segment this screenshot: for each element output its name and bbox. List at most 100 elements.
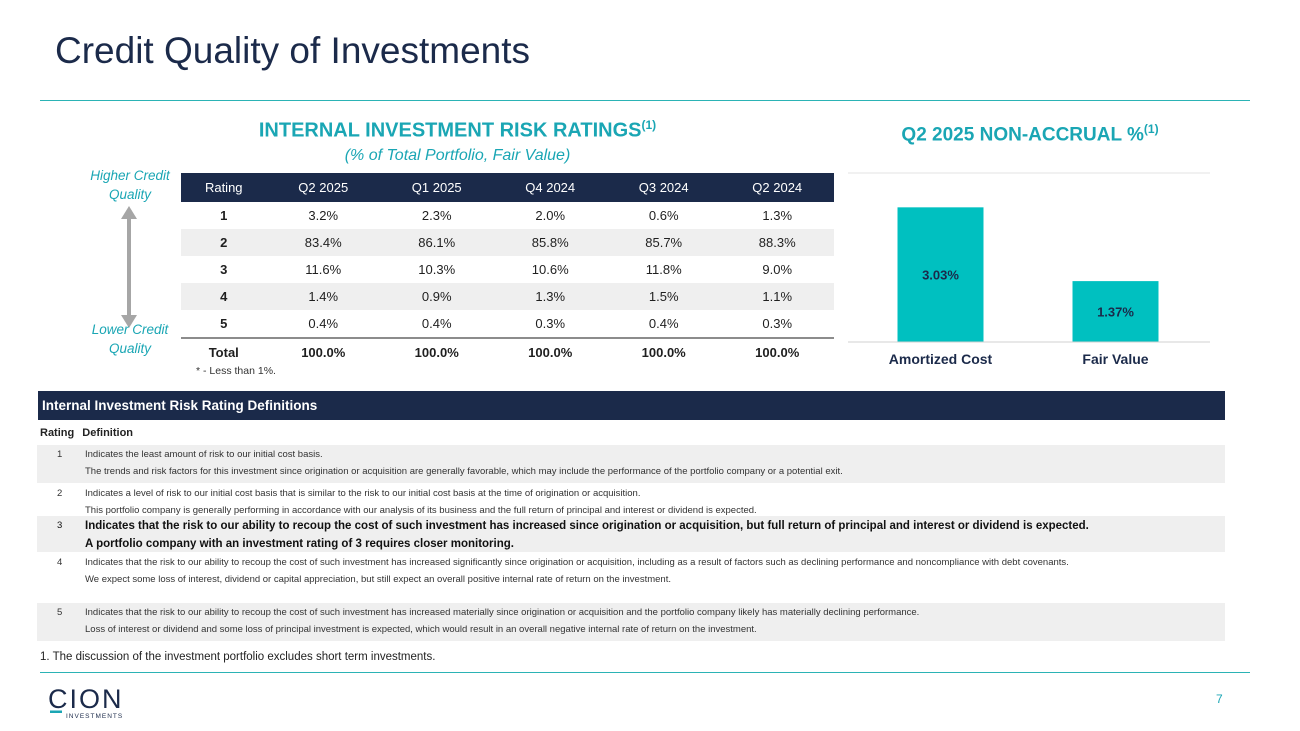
higher-label-line: Quality xyxy=(108,187,152,202)
definition-row: 2 Indicates a level of risk to our initi… xyxy=(37,484,1225,516)
column-header: Q4 2024 xyxy=(493,173,607,202)
definition-line: This portfolio company is generally perf… xyxy=(85,505,757,516)
value-cell: 85.8% xyxy=(493,229,607,256)
risk-ratings-subtitle: (% of Total Portfolio, Fair Value) xyxy=(344,147,571,164)
definition-text: Indicates the least amount of risk to ou… xyxy=(85,446,1219,480)
rating-cell: 2 xyxy=(181,229,267,256)
definition-row: 5 Indicates that the risk to our ability… xyxy=(37,603,1225,641)
definitions-column-headers: Rating Definition xyxy=(40,427,133,439)
definition-text: Indicates that the risk to our ability t… xyxy=(85,554,1219,588)
value-cell: 10.6% xyxy=(531,262,569,277)
definition-text: Indicates that the risk to our ability t… xyxy=(85,517,1219,553)
value-cell: 1.5% xyxy=(606,283,721,310)
table-row: 5 0.4% 0.4% 0.3% 0.4% 0.3% xyxy=(181,310,834,338)
table-header-row: Rating Q2 2025 Q1 2025 Q4 2024 Q3 2024 Q… xyxy=(181,173,834,202)
higher-label-line: Higher Credit xyxy=(90,168,170,183)
table-row: 2 83.4% 86.1% 85.8% 85.7% 88.3% xyxy=(181,229,834,256)
value-cell: 0.4% xyxy=(648,316,679,331)
value-cell: 0.3% xyxy=(535,316,566,331)
cion-logo: CION INVESTMENTS xyxy=(48,686,124,720)
definition-line: Loss of interest or dividend and some lo… xyxy=(85,624,757,635)
definition-row: 1 Indicates the least amount of risk to … xyxy=(37,445,1225,483)
portfolio-footnote: 1. The discussion of the investment port… xyxy=(40,651,436,663)
table-row: 4 1.4% 0.9% 1.3% 1.5% 1.1% xyxy=(181,283,834,310)
lower-credit-quality-label: Lower Credit Quality xyxy=(70,320,190,358)
total-cell: 100.0% xyxy=(379,337,494,365)
column-header: Q3 2024 xyxy=(606,173,721,202)
value-cell: 1.3% xyxy=(762,208,793,223)
risk-ratings-table: Rating Q2 2025 Q1 2025 Q4 2024 Q3 2024 Q… xyxy=(181,173,834,365)
definition-line: Indicates the least amount of risk to ou… xyxy=(85,449,323,460)
risk-ratings-title-sup: (1) xyxy=(641,118,657,132)
value-cell: 11.8% xyxy=(645,262,682,277)
title-divider xyxy=(40,100,1250,101)
non-accrual-title: Q2 2025 NON-ACCRUAL %(1) xyxy=(845,122,1215,146)
total-label: Total xyxy=(181,337,267,365)
non-accrual-title-text: Q2 2025 NON-ACCRUAL % xyxy=(901,124,1144,146)
definition-rating: 3 xyxy=(57,520,63,531)
category-label: Fair Value xyxy=(1082,351,1148,367)
definition-rating: 2 xyxy=(57,488,63,499)
value-cell: 0.3% xyxy=(762,316,793,331)
value-cell: 0.6% xyxy=(648,208,679,223)
risk-ratings-title: INTERNAL INVESTMENT RISK RATINGS(1) xyxy=(180,118,735,143)
definition-row-highlighted: 3 Indicates that the risk to our ability… xyxy=(37,516,1225,552)
definition-line: Indicates a level of risk to our initial… xyxy=(85,488,641,499)
definition-line: The trends and risk factors for this inv… xyxy=(85,466,843,477)
footer-divider xyxy=(40,672,1250,673)
less-than-footnote: * - Less than 1%. xyxy=(196,365,276,377)
higher-credit-quality-label: Higher Credit Quality xyxy=(70,166,190,204)
value-cell: 1.4% xyxy=(266,283,380,310)
logo-subtext: INVESTMENTS xyxy=(66,713,123,720)
definition-line: Indicates that the risk to our ability t… xyxy=(85,520,1089,532)
value-cell: 2.0% xyxy=(535,208,566,223)
value-cell: 1.1% xyxy=(720,283,834,310)
value-cell: 11.6% xyxy=(305,262,342,277)
risk-ratings-title-text: INTERNAL INVESTMENT RISK RATINGS xyxy=(258,119,642,142)
column-header: Q2 2024 xyxy=(720,173,834,202)
total-cell: 100.0% xyxy=(720,337,834,365)
column-header: Q2 2025 xyxy=(266,173,380,202)
definition-line: A portfolio company with an investment r… xyxy=(85,538,514,550)
non-accrual-title-sup: (1) xyxy=(1143,122,1159,136)
value-cell: 86.1% xyxy=(379,229,494,256)
definition-rating: 5 xyxy=(57,607,63,618)
total-row: Total 100.0% 100.0% 100.0% 100.0% 100.0% xyxy=(181,337,834,365)
definition-column-header: Definition xyxy=(82,427,134,439)
table-row: 1 3.2% 2.3% 2.0% 0.6% 1.3% xyxy=(181,202,834,229)
value-cell: 0.4% xyxy=(308,316,339,331)
data-label: 3.03% xyxy=(922,268,959,283)
table-row: 3 11.6% 10.3% 10.6% 11.8% 9.0% xyxy=(181,256,834,283)
value-cell: 10.3% xyxy=(418,262,456,277)
definition-text: Indicates a level of risk to our initial… xyxy=(85,485,1219,519)
total-cell: 100.0% xyxy=(266,337,380,365)
column-header: Rating xyxy=(181,173,267,202)
definition-line: Indicates that the risk to our ability t… xyxy=(85,557,1069,568)
value-cell: 1.3% xyxy=(493,283,607,310)
definitions-header: Internal Investment Risk Rating Definiti… xyxy=(38,391,1225,420)
definition-rating: 1 xyxy=(57,449,63,460)
logo-text: CION xyxy=(48,686,124,714)
total-cell: 100.0% xyxy=(493,337,607,365)
definition-line: We expect some loss of interest, dividen… xyxy=(85,574,671,585)
quality-arrow-icon xyxy=(121,206,137,328)
page-title: Credit Quality of Investments xyxy=(55,30,531,71)
value-cell: 85.7% xyxy=(606,229,721,256)
definition-rating: 4 xyxy=(57,557,63,568)
value-cell: 2.3% xyxy=(421,208,452,223)
rating-column-header: Rating xyxy=(40,427,75,439)
definition-row: 4 Indicates that the risk to our ability… xyxy=(37,553,1225,603)
total-cell: 100.0% xyxy=(606,337,721,365)
definition-line: Indicates that the risk to our ability t… xyxy=(85,607,920,618)
rating-cell: 5 xyxy=(220,316,228,331)
rating-cell: 4 xyxy=(181,283,267,310)
data-label: 1.37% xyxy=(1097,305,1134,320)
definition-text: Indicates that the risk to our ability t… xyxy=(85,604,1219,638)
lower-label-line: Lower Credit xyxy=(91,322,169,337)
lower-label-line: Quality xyxy=(108,341,152,356)
category-label: Amortized Cost xyxy=(889,351,993,367)
logo-accent-bar xyxy=(50,710,62,713)
non-accrual-bar-chart: 3.03% Amortized Cost 1.37% Fair Value xyxy=(848,172,1210,367)
value-cell: 3.2% xyxy=(308,208,339,223)
value-cell: 0.4% xyxy=(421,316,452,331)
